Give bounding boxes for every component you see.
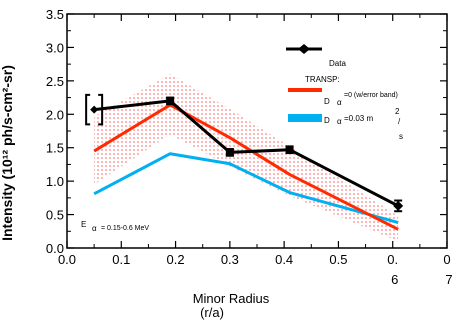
legend-blue-label-b: =0.03 m: [344, 114, 373, 123]
x-tick-label: 0.5: [329, 252, 347, 267]
annotation-sub: α: [92, 224, 97, 233]
y-tick-label: 2.0: [46, 107, 64, 122]
legend-red-label-sub: α: [337, 98, 342, 107]
error-band-layer: [94, 74, 399, 242]
plot-frame: [66, 13, 448, 249]
x-axis-label-line1: Minor Radius: [193, 291, 270, 306]
x-tick-label: 0.: [387, 252, 398, 267]
series-layer: [85, 93, 404, 231]
x-tick-label: 0.4: [275, 252, 293, 267]
legend-blue-label-s: s: [399, 132, 403, 141]
legend-transp-label: TRANSP:: [305, 75, 340, 84]
y-tick-label: 0.0: [46, 241, 64, 256]
annotation-range: = 0.15-0.6 MeV: [101, 225, 149, 232]
x-tick-label: 0.1: [112, 252, 130, 267]
legend-red-label-b: =0 (w/error band): [344, 92, 398, 99]
legend-blue-label-sup: 2: [395, 107, 400, 116]
error-bar: [98, 93, 104, 126]
series-line-d-alpha-0: [93, 103, 399, 231]
data-point: [393, 200, 404, 211]
y-tick-label: 0.5: [46, 208, 64, 223]
y-tick-label: 3.5: [46, 7, 64, 22]
legend-blue-label-a: D: [324, 116, 330, 125]
plot-area: 0.00.51.01.52.02.53.03.50.0 0.1 0.2 0.3 0.4 0…: [46, 7, 453, 287]
legend-data-label: Data: [329, 59, 346, 68]
data-point: [90, 105, 99, 114]
legend-blue-label-slash: /: [398, 117, 401, 126]
error-band: [94, 74, 399, 242]
x-axis-label-line2: (r/a): [200, 305, 224, 320]
legend-blue-label-sub: α: [337, 117, 342, 126]
annotation-e: E: [81, 220, 86, 229]
y-axis-label: Intensity (10¹² ph/s-cm²-sr): [0, 65, 15, 241]
y-tick-label: 1.5: [46, 141, 64, 156]
error-bar: [85, 93, 91, 126]
legend: Data TRANSP: D α =0 (w/error band) D α =…: [286, 44, 403, 141]
series-line-d-alpha-0-03: [93, 152, 399, 225]
energy-annotation: E α = 0.15-0.6 MeV: [81, 220, 149, 233]
y-tick-label: 1.0: [46, 174, 64, 189]
x-tick-label-line2: 6: [391, 272, 398, 287]
x-tick-label: 0: [443, 252, 450, 267]
x-tick-label-line2: 7: [445, 272, 452, 287]
x-tick-label: 0.2: [167, 252, 185, 267]
data-point: [225, 148, 234, 157]
y-tick-label: 2.5: [46, 74, 64, 89]
data-point: [285, 145, 294, 154]
y-tick-label: 3.0: [46, 40, 64, 55]
x-tick-label: 0.0: [58, 252, 76, 267]
tick-layer: 0.00.51.01.52.02.53.03.50.0 0.1 0.2 0.3 0.4 0…: [46, 7, 453, 287]
legend-red-label-a: D: [324, 97, 330, 106]
legend-data-marker: [298, 44, 310, 54]
data-point: [166, 96, 175, 105]
x-tick-label: 0.3: [221, 252, 239, 267]
